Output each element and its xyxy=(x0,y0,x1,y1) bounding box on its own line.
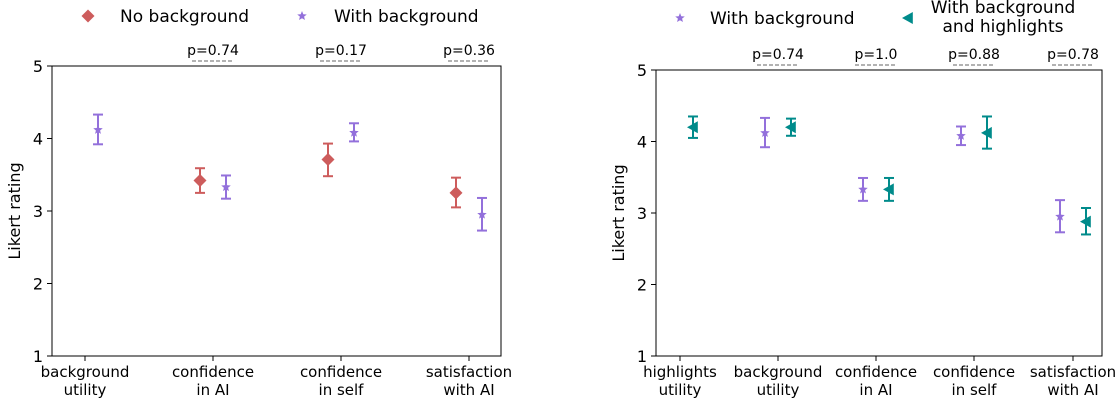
legend-marker xyxy=(81,9,95,23)
legend-marker xyxy=(902,12,913,24)
x-tick-label: background utility xyxy=(41,363,130,399)
y-tick-label: 2 xyxy=(637,276,647,295)
p-value-label: p=0.17 xyxy=(315,43,367,59)
x-tick-label: satisfaction with AI xyxy=(1030,363,1116,399)
p-value-label: p=0.74 xyxy=(187,43,239,59)
y-tick-label: 1 xyxy=(637,347,647,366)
chart-panel-2: 1 2 3 4 5 Likert rating highlights utility backg… xyxy=(609,0,1116,399)
chart-panel-1: 1 2 3 4 5 Likert rating background utility confi… xyxy=(5,7,512,399)
p-value-label: p=0.78 xyxy=(1047,47,1099,63)
data-point xyxy=(349,127,359,137)
data-point xyxy=(760,127,770,137)
data-point xyxy=(477,209,487,219)
y-tick-label: 5 xyxy=(33,57,43,76)
legend-label: With background xyxy=(334,7,479,27)
y-tick-label: 5 xyxy=(637,61,647,80)
p-value-label: p=0.74 xyxy=(752,47,804,63)
data-point xyxy=(858,184,868,194)
data-point xyxy=(1055,211,1065,221)
x-tick-label: confidence in AI xyxy=(835,363,917,399)
y-tick-label: 3 xyxy=(637,204,647,223)
y-tick-label: 3 xyxy=(33,202,43,221)
legend-marker xyxy=(675,13,685,23)
x-tick-label: confidence in self xyxy=(300,363,382,399)
y-tick-label: 2 xyxy=(33,275,43,294)
y-axis-label: Likert rating xyxy=(609,164,628,261)
y-axis-label: Likert rating xyxy=(5,162,24,259)
data-point xyxy=(687,121,698,134)
data-point xyxy=(956,130,966,140)
p-value-label: p=0.88 xyxy=(948,47,1000,63)
p-value-label: p=0.36 xyxy=(443,43,495,59)
data-point xyxy=(883,183,894,196)
legend-label: No background xyxy=(120,7,249,27)
x-tick-label: highlights utility xyxy=(643,363,717,399)
x-tick-label: confidence in self xyxy=(933,363,1015,399)
x-tick-label: satisfaction with AI xyxy=(426,363,512,399)
x-tick-label: confidence in AI xyxy=(172,363,254,399)
data-point xyxy=(221,182,231,192)
y-tick-label: 4 xyxy=(637,133,647,152)
data-point xyxy=(321,153,335,167)
y-tick-label: 4 xyxy=(33,130,43,149)
data-point xyxy=(785,121,796,134)
p-value-label: p=1.0 xyxy=(855,47,898,63)
legend-marker xyxy=(297,11,307,21)
data-point xyxy=(1080,215,1091,228)
plot-frame xyxy=(51,65,502,357)
data-point xyxy=(981,126,992,139)
data-point xyxy=(449,186,463,200)
legend-label: With background xyxy=(710,9,855,29)
plot-frame xyxy=(655,69,1103,357)
data-point xyxy=(193,174,207,188)
x-tick-label: background utility xyxy=(734,363,823,399)
data-point xyxy=(93,124,103,134)
y-tick-label: 1 xyxy=(33,347,43,366)
legend-label: With background and highlights xyxy=(931,0,1076,37)
